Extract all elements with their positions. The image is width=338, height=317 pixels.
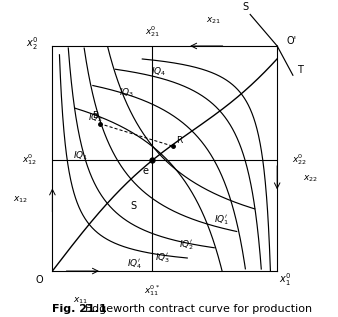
Text: B: B <box>92 111 98 120</box>
Text: $IQ_3$: $IQ_3$ <box>119 87 134 99</box>
Text: O: O <box>35 275 43 285</box>
Text: $x_{22}$: $x_{22}$ <box>304 173 318 184</box>
Text: e: e <box>142 166 148 176</box>
Text: $IQ_4$: $IQ_4$ <box>151 65 167 78</box>
Text: $IQ_3'$: $IQ_3'$ <box>155 252 170 265</box>
Text: S: S <box>130 201 136 211</box>
Text: $x_{12}^0$: $x_{12}^0$ <box>22 152 38 167</box>
Text: $x_{21}$: $x_{21}$ <box>206 16 221 26</box>
Text: $IQ_2'$: $IQ_2'$ <box>179 238 195 252</box>
Text: $IQ_2$: $IQ_2$ <box>88 111 103 124</box>
Text: Fig. 21.1: Fig. 21.1 <box>52 304 107 314</box>
Text: $x_2^0$: $x_2^0$ <box>26 35 38 52</box>
Text: $IQ_4'$: $IQ_4'$ <box>126 258 142 271</box>
Text: $IQ_1'$: $IQ_1'$ <box>214 214 230 227</box>
Text: R: R <box>176 136 182 146</box>
Text: $x_{21}^0$: $x_{21}^0$ <box>145 24 160 39</box>
Text: T: T <box>297 65 303 75</box>
Text: $x_1^0$: $x_1^0$ <box>279 272 291 288</box>
Text: $IQ_1$: $IQ_1$ <box>73 150 88 162</box>
Text: O': O' <box>286 36 296 47</box>
Text: $x_{12}$: $x_{12}$ <box>14 195 28 205</box>
Text: S: S <box>243 2 249 12</box>
Text: $x_{11}^{0*}$: $x_{11}^{0*}$ <box>144 283 161 298</box>
Text: Edgeworth contract curve for production: Edgeworth contract curve for production <box>78 304 312 314</box>
Text: $x_{22}^0$: $x_{22}^0$ <box>292 152 307 167</box>
Text: $x_{11}$: $x_{11}$ <box>73 295 88 306</box>
